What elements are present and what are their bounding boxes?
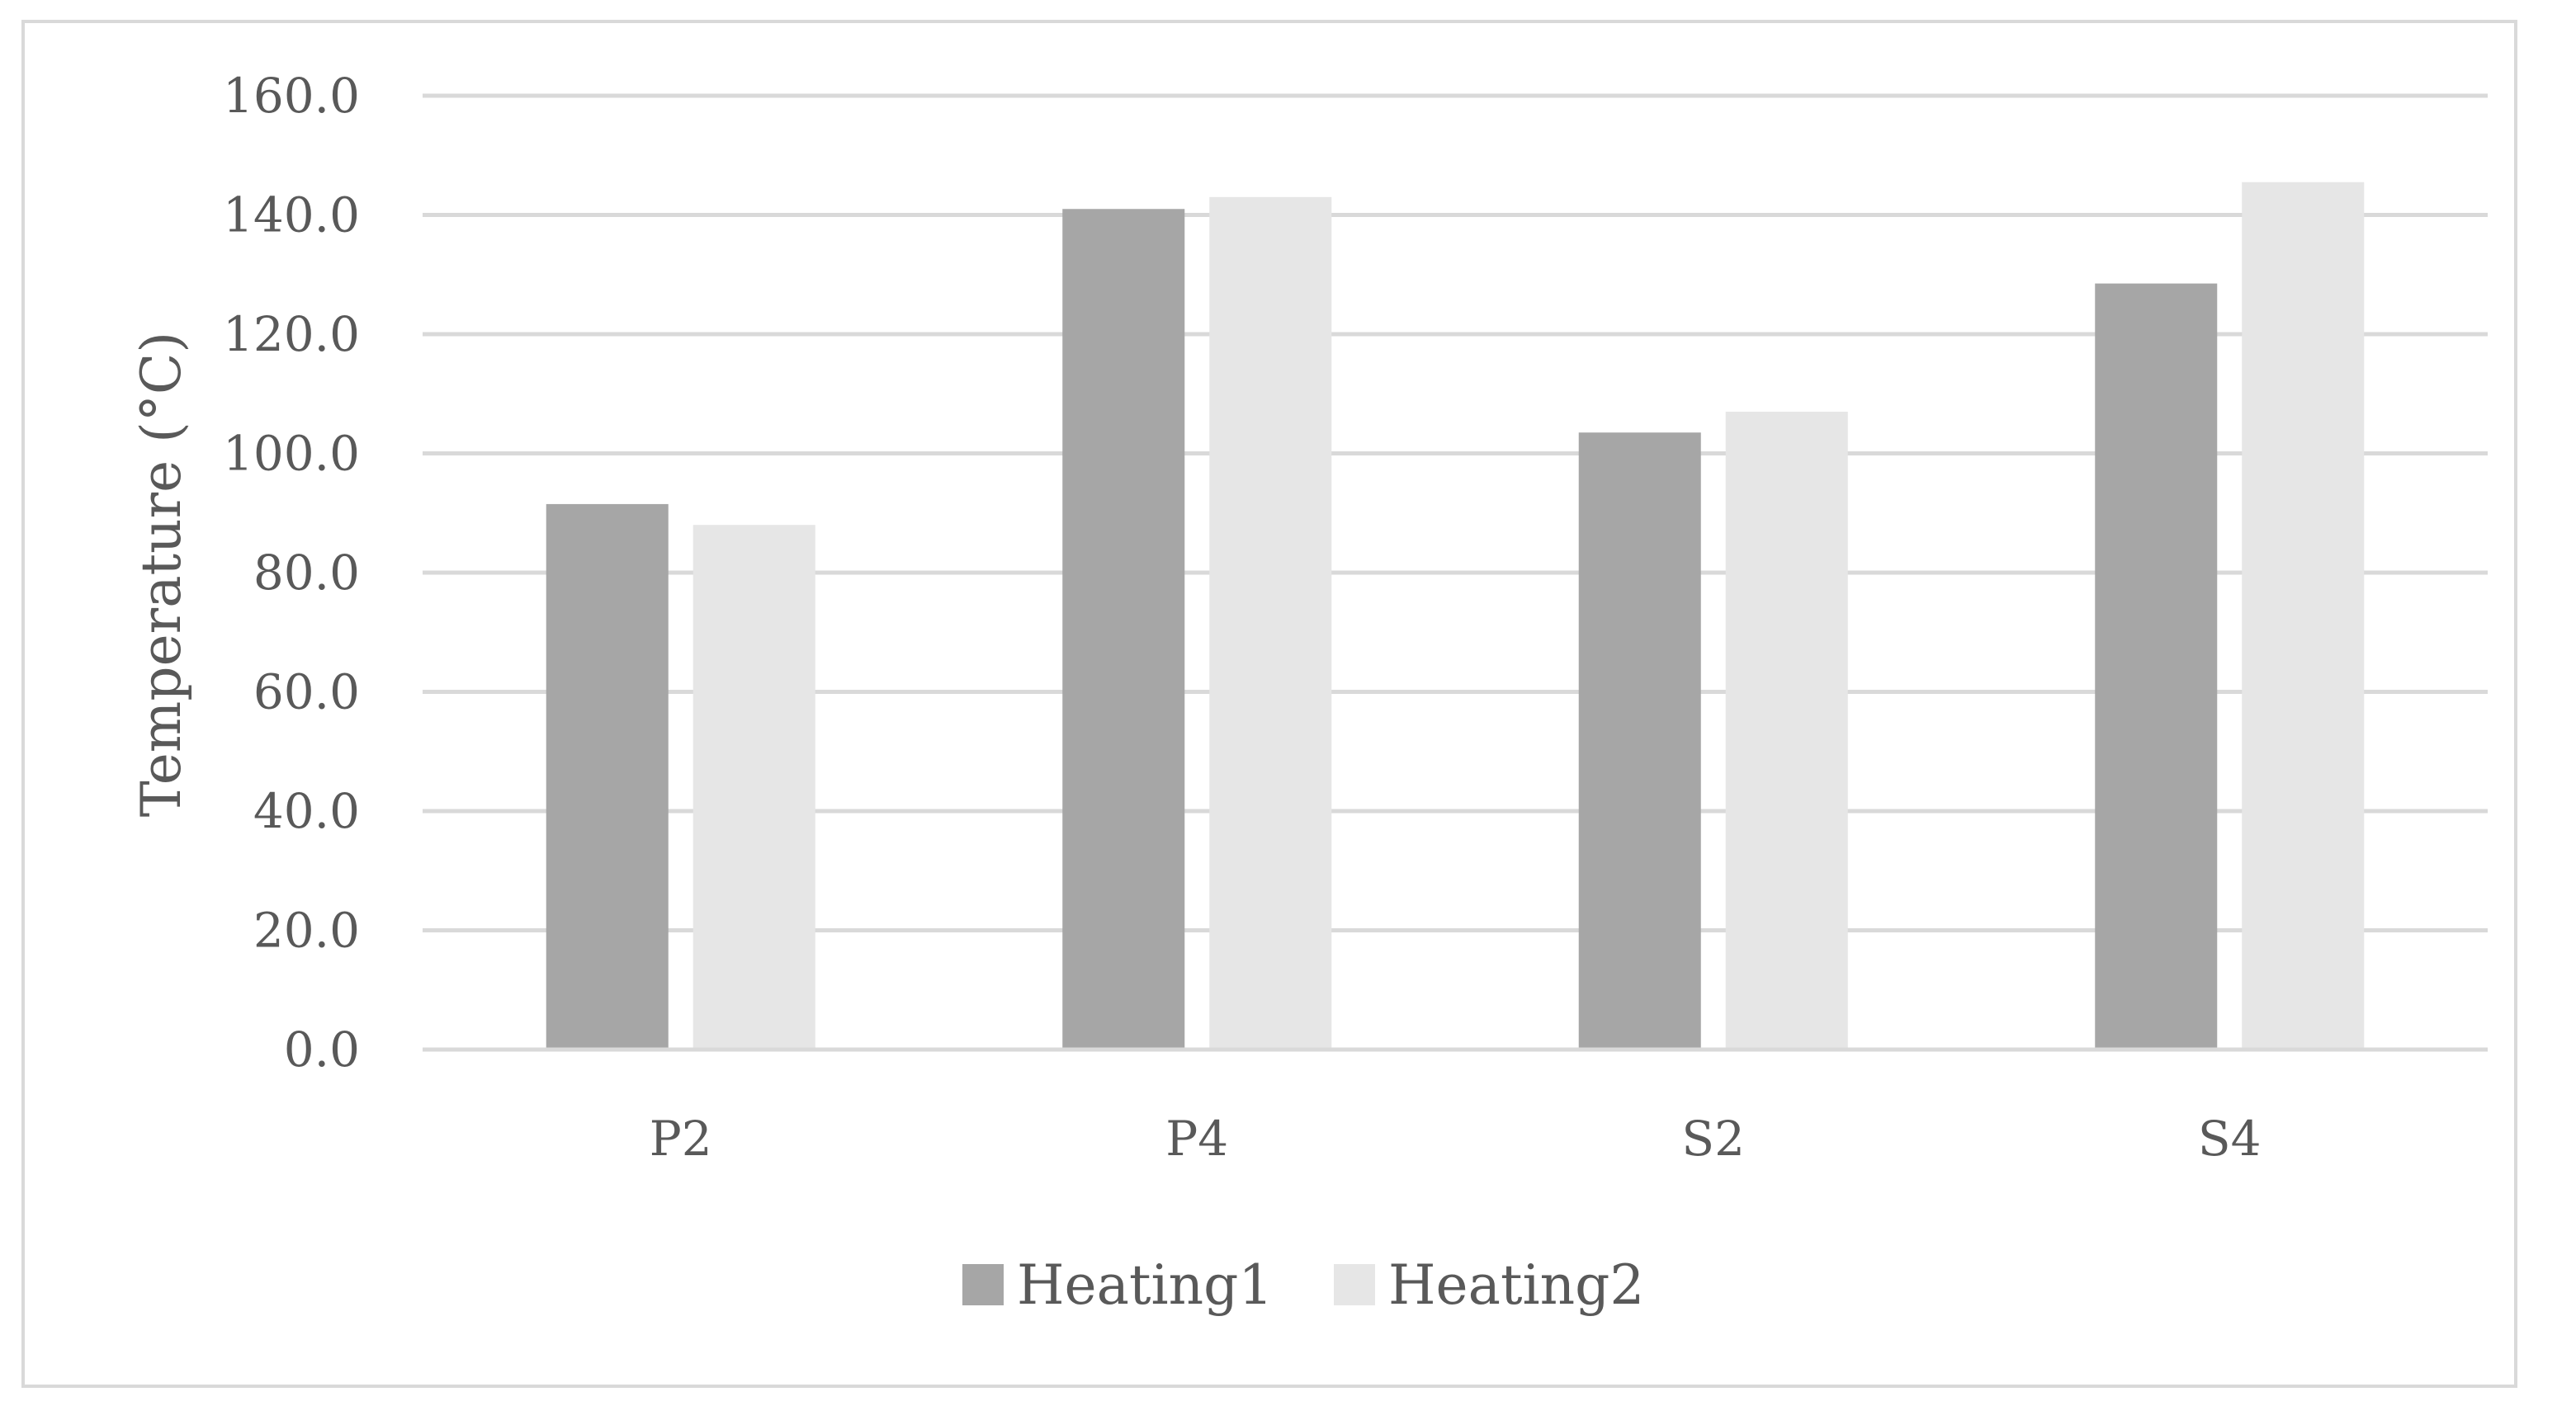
y-tick-labels: 0.0 20.0 40.0 60.0 80.0 100.0 120.0 140.0 160.0 [223, 68, 360, 1078]
y-axis-title: Temperature (°C) [130, 332, 193, 817]
legend-swatch-heating1 [962, 1264, 1004, 1305]
bar-heating1-p4 [1062, 209, 1185, 1050]
y-tick-label: 80.0 [253, 545, 360, 601]
y-tick-label: 140.0 [223, 187, 360, 243]
legend-swatch-heating2 [1334, 1264, 1375, 1305]
x-tick-label: S4 [2198, 1111, 2262, 1167]
bar-heating2-p4 [1209, 196, 1332, 1050]
y-tick-label: 0.0 [284, 1021, 360, 1078]
bars [423, 182, 2488, 1052]
y-tick-label: 120.0 [223, 306, 360, 362]
legend: Heating1 Heating2 [962, 1253, 1644, 1317]
legend-label-heating2: Heating2 [1388, 1253, 1644, 1317]
bar-heating2-s4 [2242, 182, 2365, 1050]
bar-heating1-s4 [2095, 283, 2218, 1050]
bar-heating1-s2 [1578, 432, 1701, 1050]
x-tick-label: P2 [650, 1111, 712, 1167]
x-tick-label: S2 [1681, 1111, 1745, 1167]
y-tick-label: 60.0 [253, 664, 360, 720]
bar-heating1-p2 [546, 503, 669, 1050]
bar-heating2-s2 [1725, 411, 1848, 1050]
x-tick-labels: P2 P4 S2 S4 [650, 1111, 2262, 1167]
y-tick-label: 40.0 [253, 783, 360, 839]
y-tick-label: 20.0 [253, 903, 360, 959]
y-tick-label: 100.0 [223, 426, 360, 482]
y-tick-label: 160.0 [223, 68, 360, 124]
legend-label-heating1: Heating1 [1017, 1253, 1273, 1317]
bar-heating2-p2 [692, 525, 815, 1050]
x-tick-label: P4 [1165, 1111, 1228, 1167]
